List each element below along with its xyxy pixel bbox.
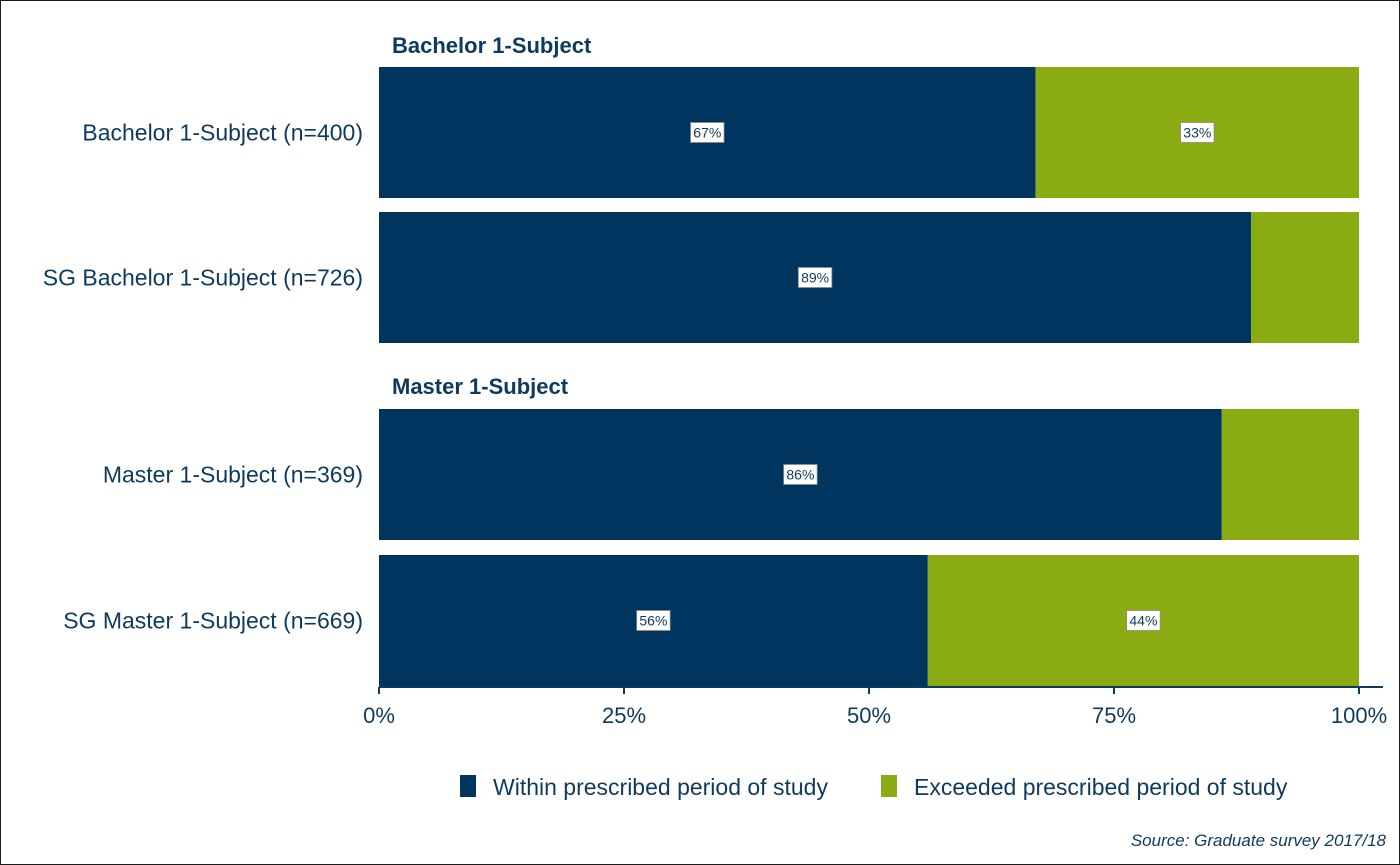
bar-row: SG Bachelor 1-Subject (n=726) 89% (43, 212, 1359, 343)
legend-swatch (881, 775, 897, 797)
data-label-box (797, 267, 833, 288)
group-title: Master 1-Subject (392, 374, 569, 399)
data-label-box (1126, 610, 1161, 631)
data-label-box (1180, 122, 1215, 143)
bar-segment-exceeded (1251, 212, 1359, 343)
data-label: 44% (1129, 613, 1157, 629)
category-label: Master 1-Subject (n=369) (103, 462, 363, 488)
bar-row: Bachelor 1-Subject (n=400) 67% 33% (82, 67, 1359, 198)
data-label: 89% (801, 270, 829, 286)
legend-item-exceeded-prescribed-period-of-study: Exceeded prescribed period of study (881, 774, 1288, 800)
x-tick-label: 100% (1331, 703, 1387, 728)
bar-segment-exceeded (1221, 409, 1359, 540)
data-label: 67% (693, 125, 721, 141)
groups-layer: Bachelor 1-Subject Bachelor 1-Subject (n=… (43, 33, 1359, 686)
data-label-box (636, 610, 671, 631)
data-label: 33% (1183, 125, 1211, 141)
x-tick-label: 75% (1092, 703, 1136, 728)
data-label-box (783, 464, 818, 485)
category-label: SG Bachelor 1-Subject (n=726) (43, 265, 363, 291)
data-label: 56% (639, 613, 667, 629)
legend-swatch (460, 775, 476, 797)
group-bachelor-1-subject: Bachelor 1-Subject Bachelor 1-Subject (n=… (43, 33, 1359, 343)
legend-label: Within prescribed period of study (493, 774, 828, 800)
source-note: Source: Graduate survey 2017/18 (1131, 831, 1387, 850)
category-label: Bachelor 1-Subject (n=400) (82, 120, 363, 146)
x-tick-label: 0% (363, 703, 395, 728)
x-tick-label: 25% (602, 703, 646, 728)
bar-row: SG Master 1-Subject (n=669) 56% 44% (63, 555, 1359, 686)
bar-row: Master 1-Subject (n=369) 86% (103, 409, 1359, 540)
data-label: 86% (786, 467, 814, 483)
x-axis: 0% 25% 50% 75% 100% (363, 686, 1387, 728)
legend: Within prescribed period of study Exceede… (460, 774, 1288, 800)
group-title: Bachelor 1-Subject (392, 33, 592, 58)
x-tick-label: 50% (847, 703, 891, 728)
legend-label: Exceeded prescribed period of study (914, 774, 1288, 800)
group-master-1-subject: Master 1-Subject Master 1-Subject (n=369)… (63, 374, 1359, 686)
data-label-box (690, 122, 725, 143)
category-label: SG Master 1-Subject (n=669) (63, 608, 363, 634)
legend-item-within-prescribed-period-of-study: Within prescribed period of study (460, 774, 828, 800)
